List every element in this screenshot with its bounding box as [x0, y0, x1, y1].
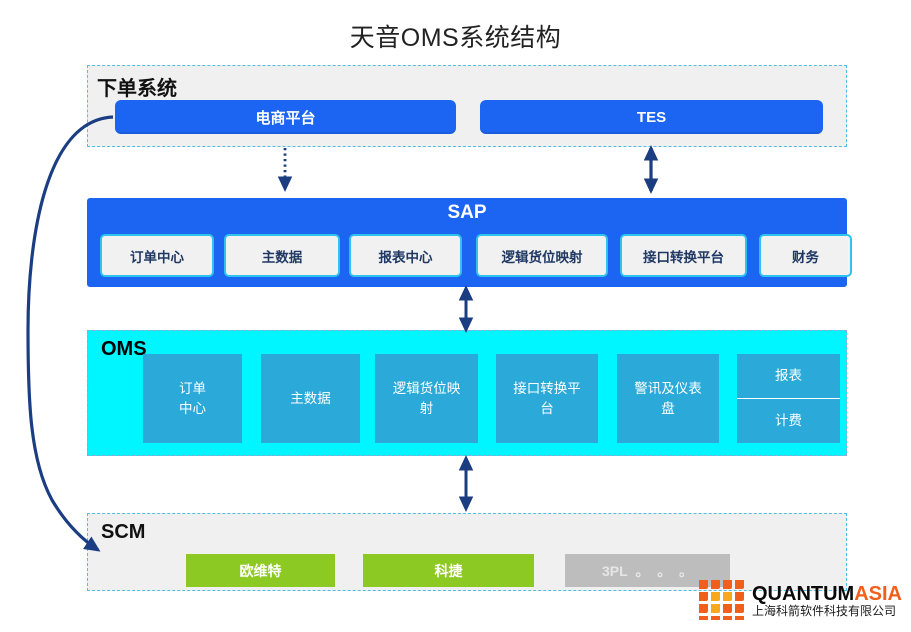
svg-text:QUANTUMASIA: QUANTUMASIA	[752, 583, 902, 605]
svg-text:上海科箭软件科技有限公司: 上海科箭软件科技有限公司	[752, 603, 896, 618]
